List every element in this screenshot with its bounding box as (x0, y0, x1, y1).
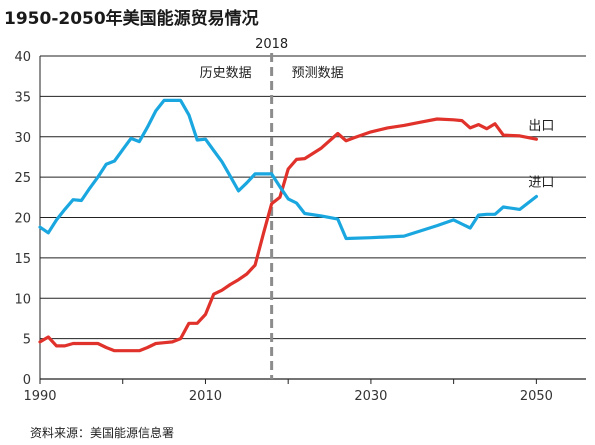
series-label-0: 出口 (528, 119, 554, 134)
x-tick-label-2010: 2010 (189, 389, 222, 404)
y-tick-label-35: 35 (14, 90, 31, 105)
series-label-1: 进口 (528, 176, 554, 191)
y-tick-label-5: 5 (23, 333, 31, 348)
source-note: 资料来源：美国能源信息署 (30, 426, 175, 440)
grid-lines (40, 55, 586, 340)
y-tick-label-0: 0 (23, 373, 31, 388)
axes (39, 56, 586, 384)
labels: 0 5 10 15 20 25 30 35 40 1990 2010 2030 2050 2018历史数据… (14, 37, 554, 404)
x-tick-label-1990: 1990 (23, 389, 56, 404)
y-tick-label-25: 25 (14, 171, 31, 186)
y-tick-label-30: 30 (14, 131, 31, 146)
forecast-label: 预测数据 (292, 66, 344, 81)
history-label: 历史数据 (200, 66, 252, 81)
series-line-0 (38, 117, 539, 353)
y-tick-label-20: 20 (14, 212, 31, 227)
y-tick-label-40: 40 (14, 50, 31, 65)
series-line-1 (38, 98, 539, 241)
x-tick-label-2050: 2050 (520, 389, 553, 404)
y-tick-label-10: 10 (14, 292, 31, 307)
divider-year-label: 2018 (255, 37, 288, 52)
y-tick-label-15: 15 (14, 252, 31, 267)
chart-title: 1950-2050年美国能源贸易情况 (4, 9, 259, 29)
x-tick-label-2030: 2030 (354, 389, 387, 404)
series-group (38, 98, 539, 353)
